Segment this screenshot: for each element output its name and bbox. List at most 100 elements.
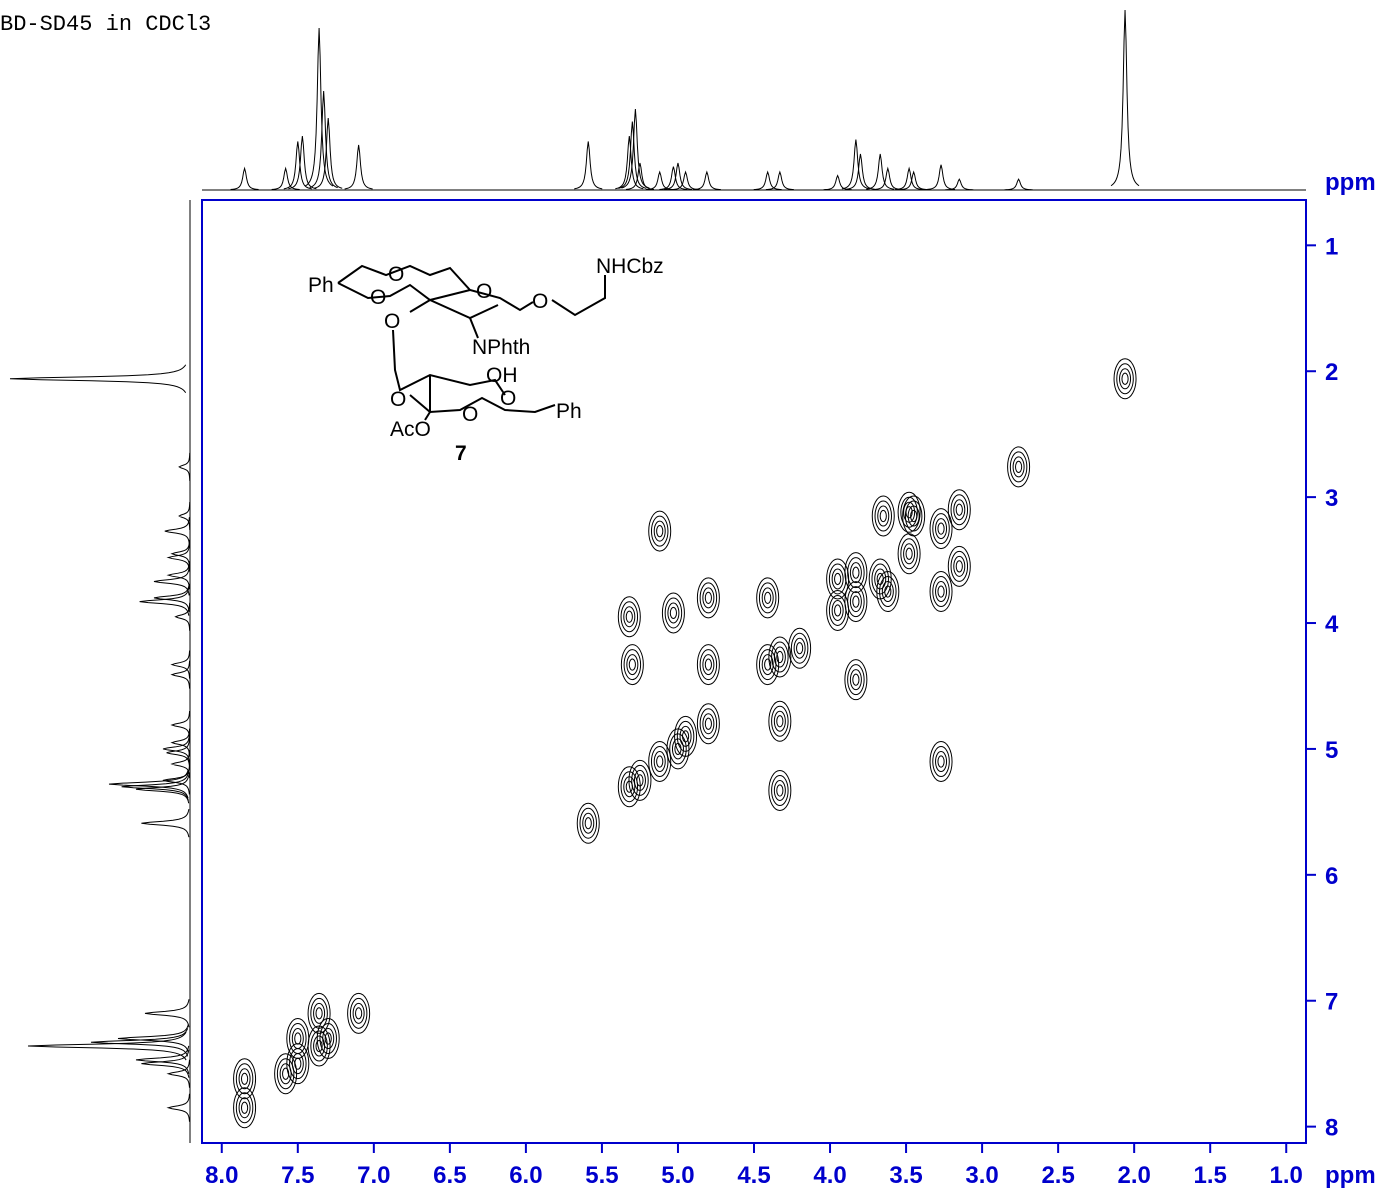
top-projection-peak <box>1110 9 1140 187</box>
x-tick-label: 4.0 <box>813 1162 846 1189</box>
contour <box>929 741 953 783</box>
top-projection-peak <box>659 166 688 190</box>
contour <box>650 515 669 547</box>
cross-peak <box>1007 446 1031 488</box>
top-projection-peak <box>866 153 895 190</box>
contour <box>696 577 720 619</box>
contour <box>582 812 595 834</box>
contour <box>238 1097 251 1119</box>
cross-peak <box>648 741 672 783</box>
contour <box>874 568 887 590</box>
contour <box>235 1092 254 1124</box>
contour <box>849 591 862 613</box>
top-projection-peak <box>615 135 644 190</box>
structure-label: O <box>388 263 404 286</box>
cross-peak <box>674 715 698 757</box>
structure-label: O <box>384 310 400 333</box>
contour <box>1116 363 1134 395</box>
contour <box>771 641 789 673</box>
cross-peak <box>661 592 685 634</box>
left-projection-peak <box>166 543 190 572</box>
contour <box>1012 456 1025 478</box>
contour <box>648 741 672 783</box>
x-tick-label: 5.0 <box>661 1162 694 1189</box>
contour <box>847 557 865 589</box>
contour <box>355 1007 363 1020</box>
y-tick-label: 5 <box>1325 737 1338 764</box>
cross-peak <box>947 545 971 587</box>
top-projection-peak <box>283 141 312 190</box>
cross-peak <box>768 636 792 678</box>
left-projection-peak <box>164 517 190 546</box>
cross-peak <box>768 700 792 742</box>
contour <box>852 673 860 686</box>
contour <box>773 779 786 801</box>
contour <box>286 1018 310 1060</box>
contour <box>1121 372 1129 385</box>
left-projection-peak <box>144 999 190 1028</box>
contour <box>764 591 772 604</box>
contour <box>699 708 718 740</box>
contour <box>768 769 792 811</box>
cross-peak <box>788 627 812 669</box>
contour <box>937 522 945 535</box>
left-projection-peak <box>135 775 190 804</box>
left-projection-peak <box>178 501 191 531</box>
cross-peak <box>576 802 600 844</box>
x-tick-label: 5.5 <box>585 1162 618 1189</box>
contour <box>826 589 850 631</box>
cross-peak <box>929 741 953 783</box>
contour <box>831 568 844 590</box>
top-projection-peak <box>895 166 924 190</box>
contour <box>947 489 971 531</box>
left-projection-peak <box>170 710 191 740</box>
contour <box>903 543 916 565</box>
contour <box>955 560 963 573</box>
contour <box>656 525 664 538</box>
contour <box>844 581 868 623</box>
contour <box>1119 368 1132 390</box>
cross-peak <box>947 489 971 531</box>
structure-label: O <box>500 387 516 410</box>
top-projection-peak <box>899 170 928 191</box>
structure <box>337 264 606 421</box>
bond <box>409 298 499 320</box>
bond <box>337 282 471 302</box>
left-projection-peak <box>9 364 187 394</box>
left-projection-peak <box>153 583 190 612</box>
contour <box>322 1028 335 1050</box>
contour <box>702 654 715 676</box>
left-projection-peak <box>170 650 191 679</box>
contour <box>620 644 644 686</box>
cross-peak <box>844 552 868 594</box>
contour <box>852 566 860 579</box>
contour <box>347 992 371 1034</box>
left-projection-peak <box>178 452 191 481</box>
contour <box>620 601 639 633</box>
left-projection-peak <box>121 772 189 801</box>
contour <box>929 571 953 613</box>
x-tick-label: 2.0 <box>1117 1162 1150 1189</box>
left-projection-peak <box>166 1059 190 1088</box>
contour <box>699 649 718 681</box>
top-projection-peak <box>574 141 603 190</box>
x-tick-label: 2.5 <box>1041 1162 1074 1189</box>
top-projection-peak <box>1004 178 1033 191</box>
cross-peak <box>307 992 331 1034</box>
contour <box>953 555 966 577</box>
cross-peak <box>756 577 780 619</box>
contour <box>834 572 842 586</box>
cross-peak <box>617 596 641 638</box>
contour <box>852 595 860 608</box>
contour <box>935 581 948 603</box>
cross-peak <box>929 508 953 550</box>
contour <box>900 538 918 570</box>
cross-peak <box>1113 358 1137 400</box>
top-projection-peak <box>230 166 259 190</box>
contour <box>773 710 786 732</box>
contour <box>699 582 718 614</box>
contour <box>1015 460 1023 474</box>
bond <box>409 394 556 414</box>
contour <box>768 636 792 678</box>
